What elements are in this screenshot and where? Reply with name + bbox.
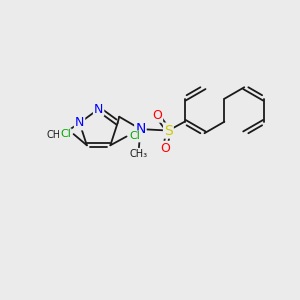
Text: S: S xyxy=(164,124,173,138)
Text: CH₃: CH₃ xyxy=(47,130,65,140)
Text: N: N xyxy=(94,103,103,116)
Text: Cl: Cl xyxy=(60,129,71,139)
Text: O: O xyxy=(152,109,162,122)
Text: N: N xyxy=(75,116,84,129)
Text: N: N xyxy=(135,122,146,136)
Text: O: O xyxy=(160,142,170,155)
Text: CH₃: CH₃ xyxy=(130,149,148,159)
Text: Cl: Cl xyxy=(129,131,140,142)
